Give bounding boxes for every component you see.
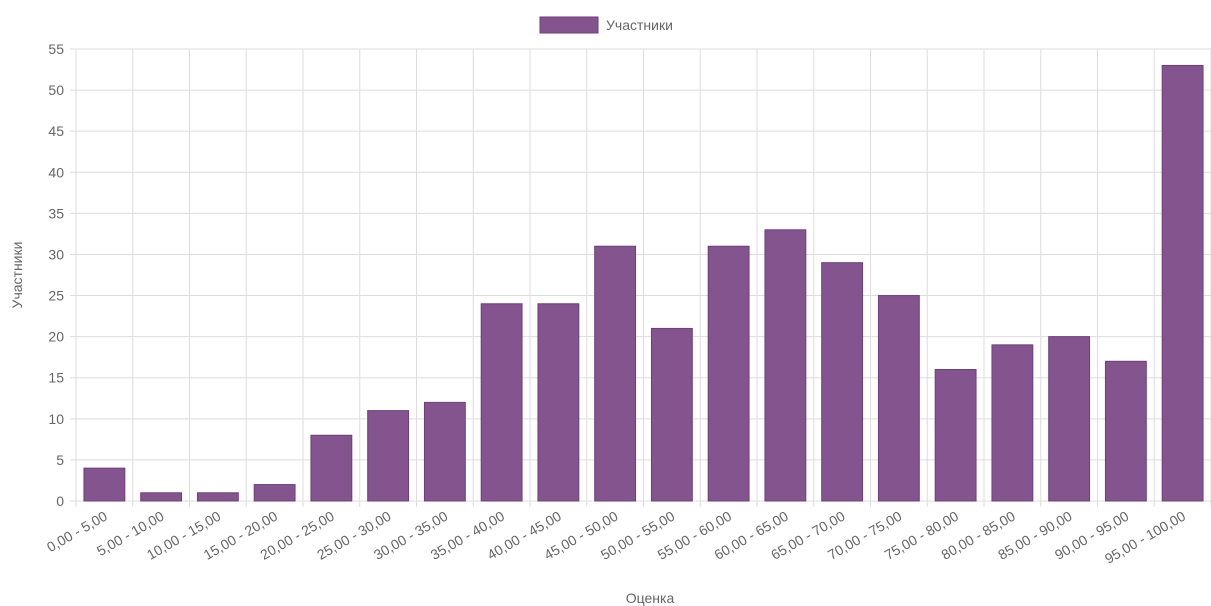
y-tick-label: 0 xyxy=(56,493,64,509)
legend-label: Участники xyxy=(606,17,673,33)
y-tick-label: 35 xyxy=(48,205,64,221)
bar xyxy=(1048,336,1091,502)
bar xyxy=(1104,360,1147,502)
y-tick-label: 30 xyxy=(48,246,64,262)
y-tick-label: 50 xyxy=(48,82,64,98)
bar xyxy=(707,245,750,502)
bar xyxy=(821,262,864,502)
y-axis-title: Участники xyxy=(9,242,25,309)
bar xyxy=(537,303,580,502)
bar xyxy=(310,434,353,502)
y-tick-label: 55 xyxy=(48,41,64,57)
bar xyxy=(1161,64,1204,502)
bar xyxy=(140,492,183,502)
y-tick-label: 5 xyxy=(56,452,64,468)
y-tick-label: 40 xyxy=(48,164,64,180)
bar xyxy=(253,484,296,502)
bar xyxy=(764,229,807,502)
bar xyxy=(367,410,410,502)
bar xyxy=(594,245,637,502)
y-tick-label: 45 xyxy=(48,123,64,139)
bar xyxy=(196,492,239,502)
legend-swatch xyxy=(539,16,599,34)
bar xyxy=(877,295,920,502)
y-tick-label: 15 xyxy=(48,370,64,386)
y-tick-label: 20 xyxy=(48,329,64,345)
bar xyxy=(480,303,523,502)
bar xyxy=(650,327,693,502)
bar xyxy=(83,467,126,502)
bar xyxy=(934,369,977,502)
y-tick-label: 10 xyxy=(48,411,64,427)
bar xyxy=(991,344,1034,502)
y-tick-label: 25 xyxy=(48,288,64,304)
bar xyxy=(423,401,466,502)
x-axis-title: Оценка xyxy=(626,590,675,606)
